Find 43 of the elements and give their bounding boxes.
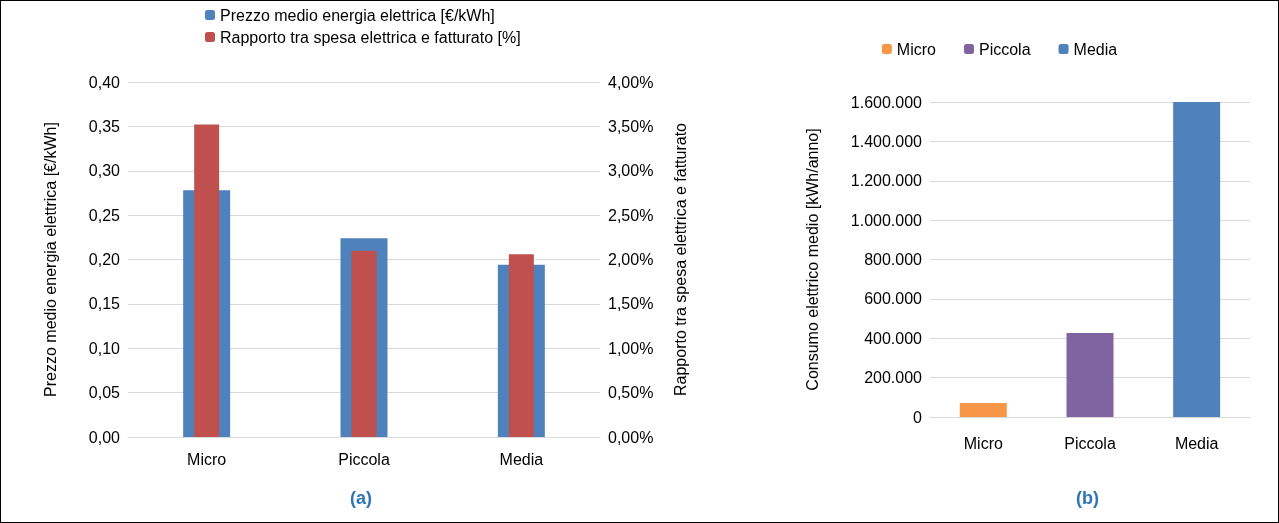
text: (b)	[1076, 488, 1099, 508]
y-tick-label: 600.000	[864, 290, 923, 308]
y-tick-label: 0	[913, 408, 923, 426]
x-tick-label: Piccola	[338, 450, 390, 468]
y-tick-label: 0,10	[88, 339, 121, 357]
y-tick-label: 0,25	[88, 206, 121, 224]
y-tick-label: 200.000	[864, 369, 923, 387]
x-tick-label: Media	[1174, 434, 1219, 452]
y-axis-title: Consumo elettrico medio [kWh/anno]	[803, 128, 821, 391]
legend-label: Prezzo medio energia elettrica [€/kWh]	[220, 6, 495, 24]
y-tick-label: 400.000	[864, 329, 923, 347]
x-tick-label: Media	[499, 450, 544, 468]
x-tick-label: Micro	[963, 434, 1003, 452]
legend-label: Piccola	[978, 40, 1031, 58]
y-tick-label: 0,15	[88, 295, 121, 313]
y2-tick-label: 0,00%	[608, 428, 654, 446]
legend-label: Micro	[896, 40, 937, 58]
text: (a)	[350, 488, 372, 508]
y-tick-label: 1.600.000	[850, 93, 923, 111]
y-tick-label: 1.400.000	[850, 132, 923, 150]
y-tick-label: 1.000.000	[850, 211, 923, 229]
x-tick-label: Piccola	[1064, 434, 1116, 452]
y2-tick-label: 4,00%	[608, 73, 654, 91]
y2-tick-label: 2,50%	[608, 206, 654, 224]
y-tick-label: 0,35	[88, 117, 121, 135]
y-axis-title: Prezzo medio energia elettrica [€/kWh]	[41, 122, 59, 397]
y-tick-label: 800.000	[864, 251, 923, 268]
y-tick-label: 0,20	[88, 251, 121, 268]
y2-axis-title: Rapporto tra spesa elettrica e fatturato	[671, 122, 689, 397]
y2-tick-label: 3,50%	[608, 117, 654, 135]
x-tick-label: Micro	[187, 450, 227, 468]
y2-tick-label: 0,50%	[608, 384, 654, 402]
y2-tick-label: 3,00%	[608, 162, 654, 180]
y2-tick-label: 2,00%	[608, 251, 654, 268]
y-tick-label: 0,30	[88, 162, 121, 180]
legend-label: Rapporto tra spesa elettrica e fatturato [%]	[220, 28, 521, 46]
y-tick-label: 0,05	[88, 384, 121, 402]
y2-tick-label: 1,50%	[608, 295, 654, 313]
y-tick-label: 0,40	[88, 73, 121, 91]
y-tick-label: 0,00	[88, 428, 121, 446]
y2-tick-label: 1,00%	[608, 339, 654, 357]
legend-label: Media	[1073, 40, 1118, 58]
y-tick-label: 1.200.000	[850, 172, 923, 190]
